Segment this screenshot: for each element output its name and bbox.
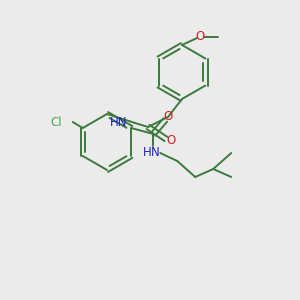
Text: O: O — [195, 31, 205, 44]
Text: O: O — [167, 134, 176, 148]
Text: N: N — [151, 146, 160, 160]
Text: H: H — [143, 146, 152, 160]
Text: O: O — [164, 110, 173, 122]
Text: Cl: Cl — [50, 116, 62, 128]
Text: HN: HN — [110, 116, 127, 128]
